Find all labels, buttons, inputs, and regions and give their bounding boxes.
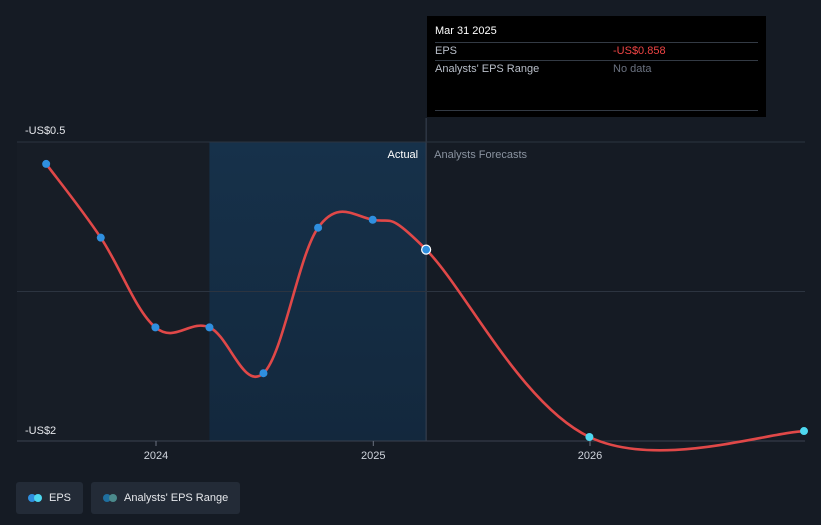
tooltip-spacer xyxy=(435,78,758,111)
eps-actual-point-6 xyxy=(368,215,377,224)
tooltip-range-label: Analysts' EPS Range xyxy=(435,63,540,75)
legend-eps-label: EPS xyxy=(49,492,72,504)
tooltip-range-value: No data xyxy=(613,63,652,75)
x-tick-label-2026: 2026 xyxy=(578,450,602,462)
x-tick-label-2024: 2024 xyxy=(144,450,168,462)
eps-actual-point-3 xyxy=(205,323,214,332)
legend-item-eps[interactable]: EPS xyxy=(16,482,84,514)
range-legend-dot-1 xyxy=(103,494,112,502)
eps-forecast-point-0 xyxy=(585,433,594,442)
actual-region-label: Actual xyxy=(388,149,419,161)
eps-legend-dot-2 xyxy=(34,494,42,502)
legend-item-range[interactable]: Analysts' EPS Range xyxy=(91,482,241,514)
eps-actual-point-5 xyxy=(314,223,323,232)
tooltip-row-range: Analysts' EPS Range No data xyxy=(435,60,758,78)
eps-legend-icon xyxy=(28,494,42,502)
range-legend-dot-2 xyxy=(109,494,118,502)
tooltip-row-eps: EPS -US$0.858 xyxy=(435,42,758,60)
legend-range-label: Analysts' EPS Range xyxy=(124,492,229,504)
forecast-region-label: Analysts Forecasts xyxy=(434,149,527,161)
tooltip: Mar 31 2025 EPS -US$0.858 Analysts' EPS … xyxy=(427,16,766,117)
legend: EPS Analysts' EPS Range xyxy=(16,482,241,514)
tooltip-date: Mar 31 2025 xyxy=(435,25,497,37)
eps-actual-point-1 xyxy=(96,233,105,242)
eps-actual-point-0 xyxy=(42,159,51,168)
y-axis-top-label: -US$0.5 xyxy=(25,125,65,137)
y-axis-bottom-label: -US$2 xyxy=(25,425,56,437)
eps-line xyxy=(44,162,808,452)
eps-actual-point-2 xyxy=(151,323,160,332)
tooltip-eps-value: -US$0.858 xyxy=(613,45,666,57)
tooltip-eps-label: EPS xyxy=(435,45,458,57)
eps-forecast-point-1 xyxy=(800,427,808,436)
eps-actual-point-7 xyxy=(421,244,432,255)
eps-actual-point-4 xyxy=(259,369,268,378)
eps-legend-dot-1 xyxy=(28,494,36,502)
x-tick-label-2025: 2025 xyxy=(361,450,385,462)
range-legend-icon xyxy=(103,494,118,502)
